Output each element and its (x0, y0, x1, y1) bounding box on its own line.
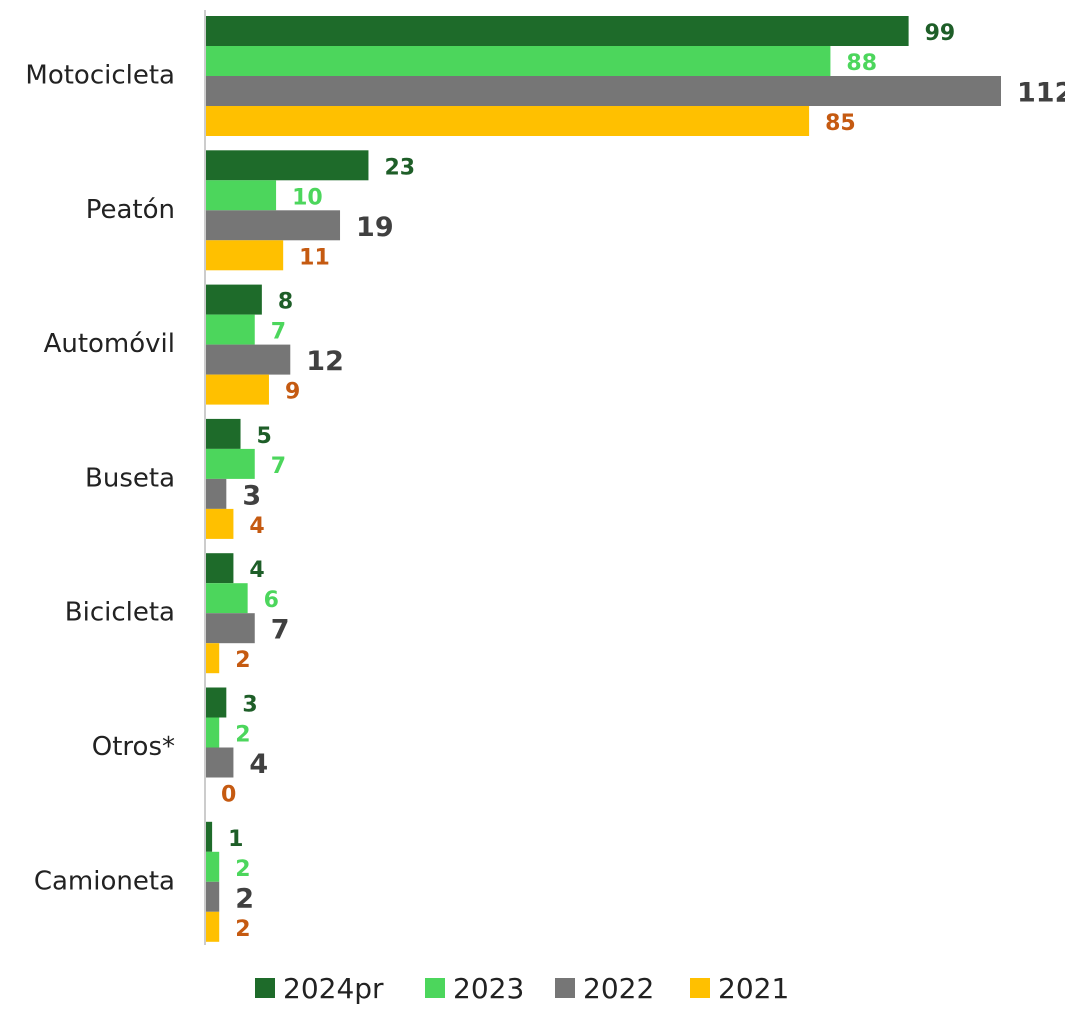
bar (205, 210, 341, 241)
category-label: Buseta (85, 463, 175, 493)
bar (205, 851, 220, 882)
bar (205, 46, 831, 76)
data-label: 8 (278, 290, 293, 315)
category-label: Otros* (92, 732, 175, 762)
category-label: Motocicleta (25, 61, 175, 91)
bar (205, 314, 255, 345)
data-label: 7 (271, 454, 286, 479)
data-label: 2 (235, 883, 254, 914)
bar (205, 16, 909, 46)
bar (205, 284, 262, 315)
legend-swatch (555, 978, 575, 998)
bar (205, 106, 810, 136)
data-label: 112 (1017, 78, 1065, 109)
data-label: 23 (384, 155, 415, 180)
data-label: 19 (356, 212, 394, 243)
bar (205, 344, 291, 375)
data-label: 2 (235, 723, 250, 748)
data-label: 85 (825, 111, 856, 136)
bar (205, 76, 1001, 106)
category-label: Camioneta (34, 866, 175, 896)
bar (205, 240, 284, 271)
data-label: 99 (925, 21, 956, 46)
data-label: 2 (235, 857, 250, 882)
data-label: 9 (285, 380, 300, 405)
data-label: 12 (306, 346, 344, 377)
data-label: 2 (235, 648, 250, 673)
category-label: Automóvil (44, 329, 175, 359)
legend-label: 2023 (453, 972, 524, 1005)
legend-swatch (690, 978, 710, 998)
bar (205, 508, 234, 539)
data-label: 3 (242, 693, 257, 718)
bar (205, 583, 248, 614)
legend-label: 2024pr (283, 972, 384, 1005)
data-label: 0 (221, 783, 236, 808)
data-label: 4 (249, 514, 264, 539)
data-label: 4 (249, 558, 264, 583)
legend-swatch (425, 978, 445, 998)
data-label: 1 (228, 827, 243, 852)
data-label: 3 (242, 480, 261, 511)
legend-label: 2022 (583, 972, 654, 1005)
bar (205, 747, 234, 778)
legend-label: 2021 (718, 972, 789, 1005)
bar (205, 478, 227, 509)
bar (205, 821, 213, 852)
data-label: 88 (846, 51, 877, 76)
bar (205, 553, 234, 584)
bar (205, 374, 269, 405)
data-label: 7 (271, 615, 290, 646)
bar (205, 687, 227, 718)
data-label: 10 (292, 185, 323, 210)
data-label: 7 (271, 320, 286, 345)
bar (205, 643, 220, 674)
bar (205, 911, 220, 942)
bar (205, 881, 220, 912)
bar (205, 150, 369, 181)
data-label: 4 (249, 749, 268, 780)
data-label: 2 (235, 917, 250, 942)
data-label: 5 (257, 424, 272, 449)
legend-swatch (255, 978, 275, 998)
bar (205, 448, 255, 479)
bar (205, 418, 241, 449)
category-label: Bicicleta (65, 598, 175, 628)
data-label: 6 (264, 588, 279, 613)
bar (205, 717, 220, 748)
category-label: Peatón (86, 195, 175, 225)
data-label: 11 (299, 245, 330, 270)
bar (205, 613, 255, 644)
bar (205, 180, 277, 211)
